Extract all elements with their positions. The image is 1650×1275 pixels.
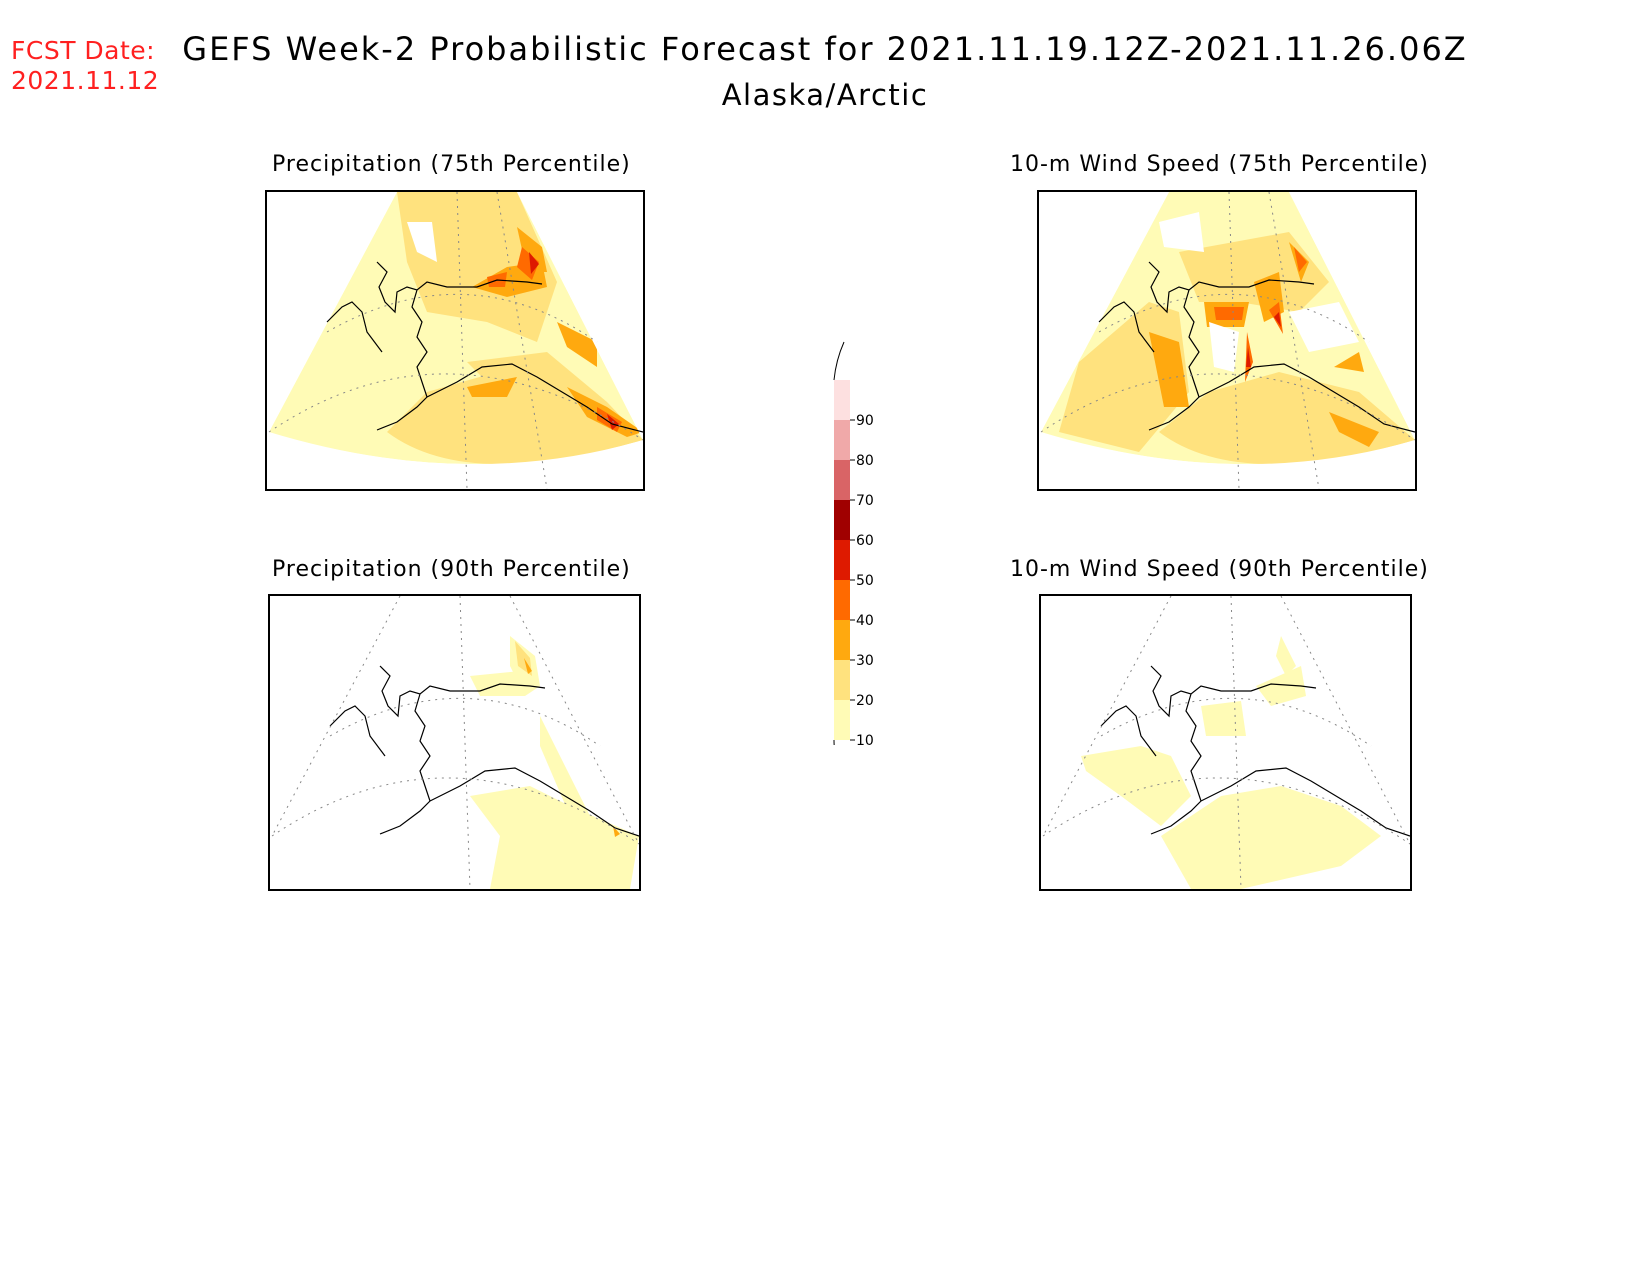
- color-legend: 10 20 30 40 50 60 70 80 90: [800, 335, 880, 781]
- colorbar-tick-label: 80: [856, 453, 874, 469]
- map-wind-90: [1039, 594, 1412, 891]
- page-title: GEFS Week-2 Probabilistic Forecast for 2…: [182, 30, 1468, 68]
- colorbar-top-tail: [833, 341, 845, 381]
- page-subtitle: Alaska/Arctic: [721, 78, 929, 112]
- colorbar-swatch: [834, 420, 850, 460]
- forecast-date-value: 2021.11.12: [11, 66, 160, 95]
- forecast-date-label: FCST Date:: [11, 36, 156, 65]
- map-precip-75: [265, 190, 645, 491]
- map-wind-75: [1037, 190, 1417, 491]
- forecast-date-block: FCST Date: 2021.11.12: [11, 36, 159, 96]
- colorbar-tick-label: 50: [856, 573, 874, 589]
- colorbar-swatch: [834, 700, 850, 740]
- panel-title-precip-75: Precipitation (75th Percentile): [272, 152, 631, 177]
- panel-title-wind-90: 10-m Wind Speed (90th Percentile): [1010, 557, 1429, 582]
- colorbar-tick-label: 60: [856, 533, 874, 549]
- panel-title-wind-75: 10-m Wind Speed (75th Percentile): [1010, 152, 1429, 177]
- color-legend-bar: 10 20 30 40 50 60 70 80 90: [833, 341, 874, 781]
- colorbar-swatch: [834, 580, 850, 620]
- colorbar-tick-label: 40: [856, 613, 874, 629]
- colorbar-bottom-tail: [833, 739, 845, 781]
- colorbar-tick-label: 20: [856, 693, 874, 709]
- colorbar-swatch: [834, 380, 850, 420]
- panel-title-precip-90: Precipitation (90th Percentile): [272, 557, 631, 582]
- colorbar-tick-label: 70: [856, 493, 874, 509]
- colorbar-swatch: [834, 620, 850, 660]
- colorbar-tick-label: 10: [856, 733, 874, 745]
- colorbar-tick-label: 30: [856, 653, 874, 669]
- colorbar-tick-label: 90: [856, 413, 874, 429]
- colorbar-swatch: [834, 540, 850, 580]
- colorbar-swatch: [834, 500, 850, 540]
- colorbar-swatch: [834, 460, 850, 500]
- map-precip-90: [268, 594, 641, 891]
- colorbar-swatch: [834, 660, 850, 700]
